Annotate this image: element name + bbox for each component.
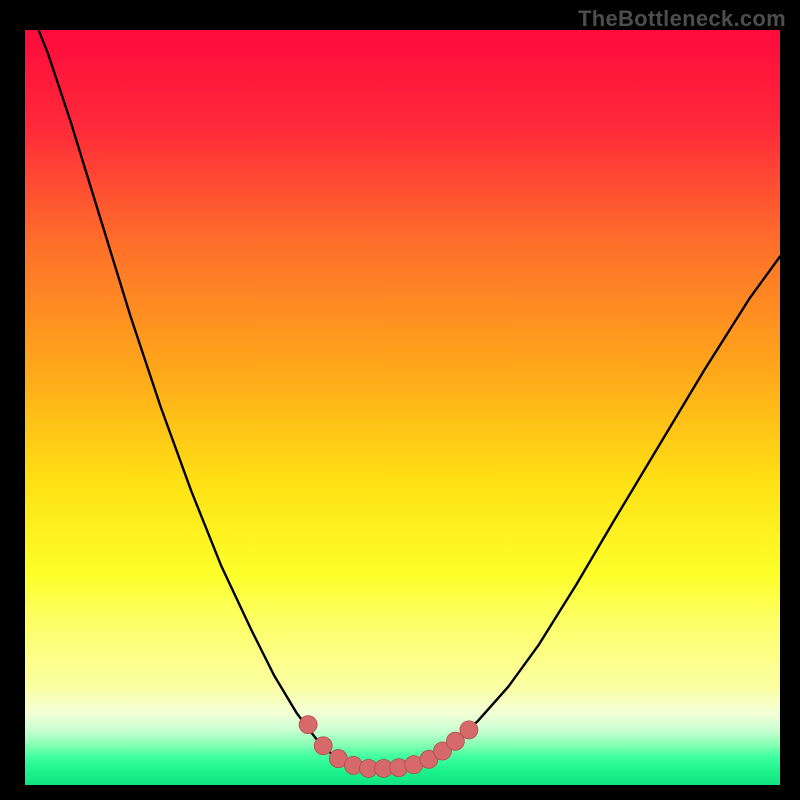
gradient-background: [25, 30, 780, 785]
curve-marker: [314, 737, 332, 755]
curve-marker: [460, 721, 478, 739]
watermark-text: TheBottleneck.com: [578, 6, 786, 32]
curve-marker: [299, 716, 317, 734]
bottleneck-chart: [0, 0, 800, 800]
